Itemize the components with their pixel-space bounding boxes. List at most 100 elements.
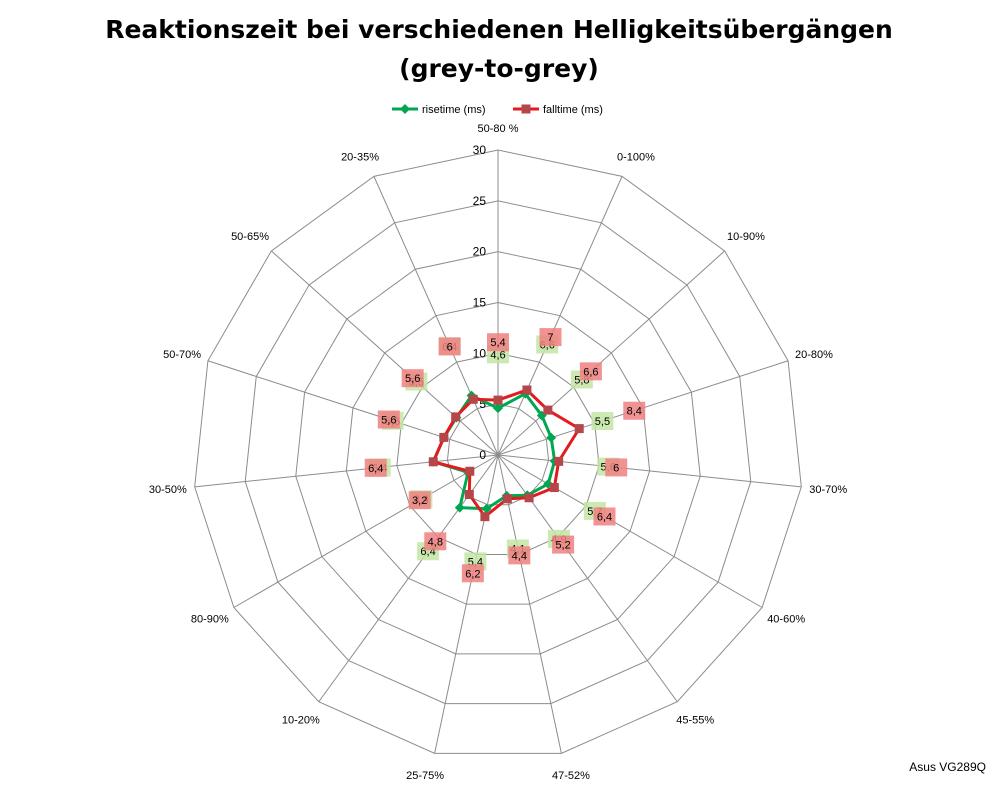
data-label-bg	[552, 535, 575, 554]
data-label-bg	[593, 507, 616, 526]
grid-ring-30	[194, 149, 802, 754]
falltime-point	[451, 412, 461, 422]
falltime-data-label: 7	[547, 332, 553, 344]
data-label-bg	[623, 401, 646, 420]
legend-label: risetime (ms)	[422, 104, 486, 116]
radial-tick-labels: 0 5 10 15 20 25 30	[473, 143, 487, 462]
data-label-bg	[461, 564, 484, 583]
falltime-data-label: 5,6	[381, 415, 396, 427]
category-labels: 50-80 % 0-100% 10-90% 20-80% 30-70% 40-60% 45-…	[149, 123, 847, 782]
category-label: 25-75%	[406, 770, 444, 782]
legend-label: falltime (ms)	[543, 104, 603, 116]
falltime-point	[464, 489, 474, 499]
radial-tick-label: 25	[473, 194, 487, 208]
chart-title-line-1: Reaktionszeit bei verschiedenen Helligke…	[105, 15, 893, 44]
falltime-point	[543, 405, 553, 415]
falltime-data-label: 4,4	[512, 550, 527, 562]
falltime-point	[554, 456, 564, 466]
series-line-1	[431, 388, 581, 519]
radial-tick-label: 0	[479, 448, 486, 462]
chart-title: Reaktionszeit bei verschiedenen Helligke…	[0, 10, 998, 88]
category-label: 40-60%	[767, 614, 805, 626]
risetime-data-label: 4,6	[490, 349, 505, 361]
risetime-point	[481, 503, 492, 514]
grid-ring-20	[295, 251, 701, 655]
radial-tick-label: 5	[479, 397, 486, 411]
falltime-data-label: 5,2	[555, 540, 570, 552]
category-label: 10-20%	[282, 715, 320, 727]
risetime-point	[546, 432, 557, 443]
category-label: 10-90%	[727, 231, 765, 243]
spoke-2	[497, 250, 725, 456]
data-label-bg	[424, 532, 447, 551]
data-label-bg	[605, 458, 628, 477]
category-label: 30-50%	[149, 484, 187, 496]
falltime-data-label: 5,4	[490, 337, 505, 349]
legend-marker-risetime	[400, 104, 410, 114]
spoke-7	[497, 454, 562, 754]
grid-ring-10	[396, 352, 600, 555]
data-label-bg	[377, 410, 400, 429]
spoke-14	[373, 176, 499, 456]
falltime-point	[524, 493, 534, 503]
data-label-bg	[508, 546, 531, 565]
spoke-10	[233, 454, 499, 608]
radial-tick-label: 20	[473, 245, 487, 259]
category-label: 45-55%	[676, 715, 714, 727]
spoke-12	[207, 360, 499, 456]
falltime-point	[468, 394, 478, 404]
spoke-4	[497, 454, 802, 488]
spoke-5	[497, 454, 763, 608]
chart-title-line-2: (grey-to-grey)	[399, 54, 599, 83]
category-label: 50-65%	[231, 231, 269, 243]
falltime-point	[465, 466, 475, 476]
falltime-point	[428, 457, 438, 467]
category-label: 0-100%	[617, 151, 655, 163]
falltime-data-label: 5,6	[405, 373, 420, 385]
falltime-point	[480, 512, 490, 522]
legend: risetime (ms) falltime (ms)	[392, 104, 603, 116]
spoke-13	[271, 250, 499, 456]
grid-ring-25	[244, 200, 752, 705]
radial-tick-label: 10	[473, 346, 487, 360]
risetime-point	[493, 403, 503, 414]
data-label-bg	[408, 491, 431, 510]
data-label-bg	[487, 333, 509, 352]
category-label: 30-70%	[809, 484, 847, 496]
falltime-data-label: 6,2	[465, 568, 480, 580]
falltime-data-label: 6,4	[368, 463, 383, 475]
falltime-data-label: 6	[613, 462, 619, 474]
data-label-bg	[579, 362, 602, 381]
watermark-label: Asus VG289Q	[909, 760, 986, 774]
category-label: 50-80 %	[478, 123, 519, 135]
legend-marker-falltime	[521, 104, 531, 114]
falltime-data-label: 6,4	[597, 511, 612, 523]
falltime-point	[549, 483, 559, 493]
falltime-point	[439, 432, 449, 442]
spoke-6	[497, 454, 678, 703]
falltime-data-label: 6,6	[583, 366, 598, 378]
risetime-point	[454, 502, 465, 513]
data-label-bg	[539, 328, 562, 347]
falltime-data-label: 4,8	[428, 536, 443, 548]
category-label: 20-80%	[795, 349, 833, 361]
radar-grid	[194, 149, 802, 754]
falltime-point	[502, 494, 512, 504]
falltime-point	[493, 395, 503, 405]
radial-tick-label: 15	[473, 296, 487, 310]
data-label-bg	[364, 458, 387, 477]
data-label-bg	[401, 369, 424, 388]
spoke-11	[194, 454, 499, 488]
falltime-data-label: 6	[447, 341, 453, 353]
category-label: 47-52%	[552, 770, 590, 782]
falltime-point	[574, 424, 584, 434]
radial-tick-label: 30	[473, 143, 487, 157]
data-labels: 4,66,65,85,55,65,74,94,15,46,43,46,45,65…	[364, 328, 646, 583]
data-label-bg	[438, 337, 461, 356]
series-lines	[428, 385, 584, 522]
data-label-bg	[591, 412, 614, 431]
falltime-point	[522, 385, 532, 395]
grid-ring-15	[345, 301, 651, 605]
falltime-data-label: 8,4	[627, 406, 642, 418]
